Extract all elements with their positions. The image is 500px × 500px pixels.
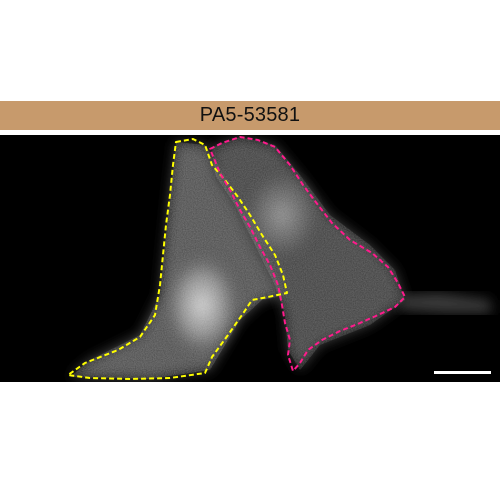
cell-left-outline: [67, 138, 288, 380]
fluorescence-micrograph: [0, 135, 500, 382]
micrograph-canvas: [0, 135, 500, 382]
cell-right-outline: [209, 136, 406, 372]
antibody-label: PA5-53581: [199, 104, 301, 126]
scale-bar: [434, 371, 491, 374]
antibody-label-bar: PA5-53581: [0, 101, 500, 130]
